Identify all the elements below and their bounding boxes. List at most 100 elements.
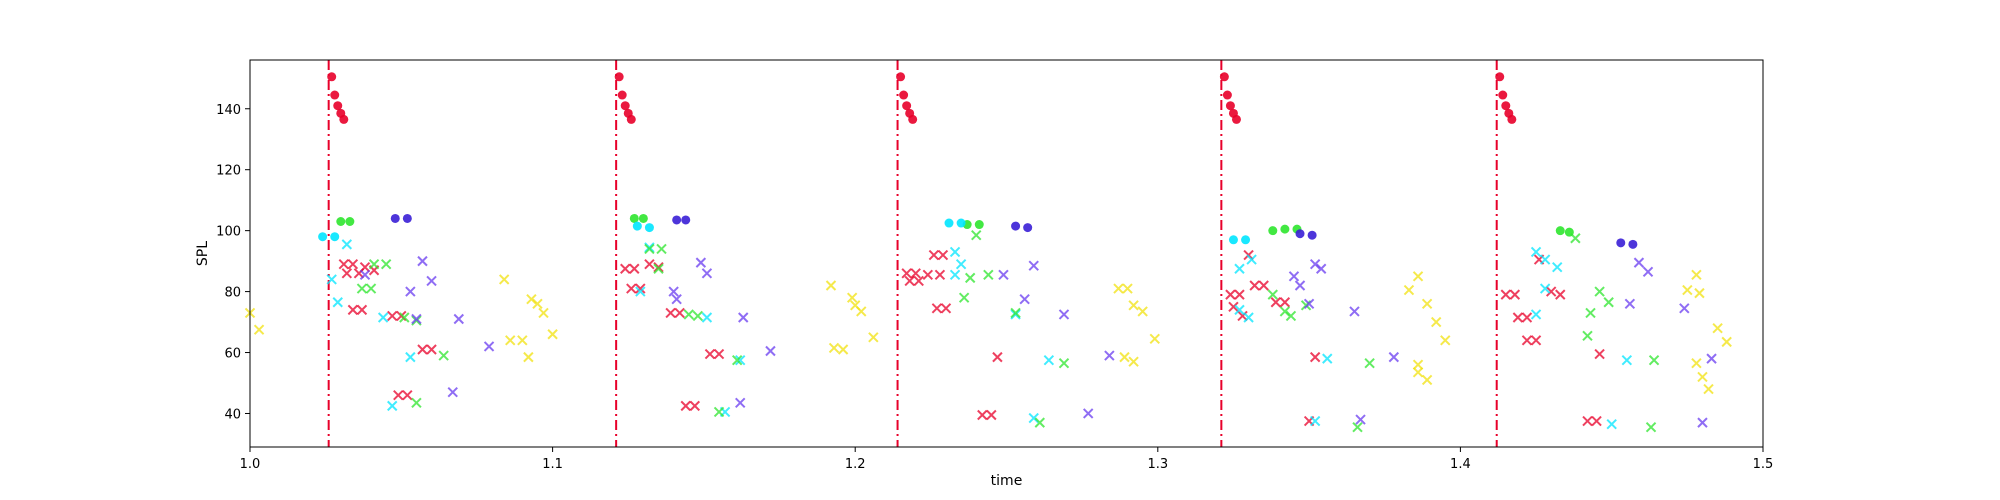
data-point (1280, 224, 1290, 234)
data-point (1043, 354, 1055, 366)
y-tick-label: 100 (216, 225, 241, 240)
data-point (1137, 306, 1148, 317)
data-point (1300, 300, 1312, 311)
data-point (928, 249, 940, 261)
data-point (629, 263, 640, 274)
data-point (368, 258, 380, 270)
data-point (668, 286, 679, 297)
data-point (1249, 280, 1260, 291)
data-point (396, 310, 407, 322)
data-point (934, 269, 946, 281)
data-point (1507, 114, 1517, 124)
data-point (617, 90, 627, 100)
data-point (983, 269, 994, 281)
data-point (1697, 417, 1708, 428)
x-tick-label: 1.3 (1147, 457, 1168, 472)
data-point (1234, 304, 1245, 316)
data-point (1234, 289, 1245, 300)
data-point (1500, 289, 1511, 300)
y-axis-label: SPL (195, 241, 211, 266)
data-point (846, 292, 858, 303)
data-point (629, 213, 639, 223)
data-point (986, 409, 997, 421)
data-point (1241, 235, 1251, 245)
y-tick-label: 60 (224, 347, 241, 362)
data-point (940, 303, 952, 314)
data-point (483, 341, 495, 352)
data-point (1509, 289, 1521, 300)
data-point (1028, 412, 1039, 424)
data-point (937, 249, 949, 261)
data-point (1119, 351, 1130, 363)
data-point (1591, 415, 1602, 427)
x-axis: 1.0 1.1 1.2 1.3 1.4 1.5 (240, 447, 1773, 472)
data-point (1691, 269, 1702, 281)
data-point (1412, 367, 1424, 378)
data-point (523, 351, 534, 363)
data-point (689, 400, 701, 412)
data-point (910, 268, 921, 279)
onset-lines (327, 60, 1498, 447)
data-point (411, 315, 422, 326)
data-point (417, 255, 428, 267)
data-point (1582, 330, 1593, 341)
data-point (735, 354, 746, 366)
data-point (538, 307, 549, 319)
data-point (1412, 271, 1424, 282)
data-point (828, 342, 840, 354)
data-point (1268, 226, 1278, 236)
data-point (1412, 359, 1424, 370)
data-point (505, 335, 516, 346)
data-point (1279, 306, 1291, 317)
data-point (356, 304, 368, 316)
data-point (1682, 284, 1693, 296)
data-point (253, 324, 265, 335)
data-point (1231, 114, 1241, 124)
data-point (1355, 414, 1366, 425)
data-point (1315, 263, 1327, 274)
data-point (426, 275, 437, 287)
data-point (1645, 421, 1657, 433)
data-point (765, 345, 776, 357)
data-point (1616, 238, 1626, 248)
data-point (653, 262, 664, 273)
data-point (390, 213, 400, 223)
data-point (405, 286, 416, 297)
data-point (347, 258, 359, 270)
data-point (1388, 351, 1400, 363)
data-point (326, 274, 337, 285)
data-point (532, 298, 543, 309)
data-point (380, 258, 392, 270)
data-point (632, 221, 642, 231)
y-tick-label: 40 (224, 407, 241, 422)
data-point (517, 335, 528, 346)
data-point (1703, 383, 1714, 395)
data-point (1603, 297, 1614, 308)
data-point (1712, 322, 1723, 334)
data-point (1648, 354, 1660, 366)
data-point (1697, 371, 1708, 383)
data-point (1440, 335, 1451, 346)
data-point (1512, 312, 1524, 323)
data-point (674, 307, 685, 319)
data-point (1694, 287, 1705, 299)
data-point (1011, 221, 1021, 231)
data-point (908, 114, 918, 124)
data-point (644, 258, 655, 270)
data-point (704, 348, 716, 360)
y-tick-label: 120 (216, 164, 241, 179)
data-point (426, 344, 437, 355)
data-point (377, 312, 389, 323)
data-point (1104, 350, 1115, 361)
data-point (1530, 309, 1542, 320)
data-point (1421, 298, 1433, 309)
data-point (1270, 297, 1282, 308)
y-axis: 40 60 80 100 120 140 (216, 103, 250, 422)
data-point (974, 220, 984, 230)
data-point (1594, 286, 1605, 297)
data-point (899, 90, 909, 100)
data-point (1295, 229, 1305, 239)
data-point (365, 283, 377, 294)
data-point (1430, 316, 1442, 328)
data-point (1023, 223, 1033, 233)
